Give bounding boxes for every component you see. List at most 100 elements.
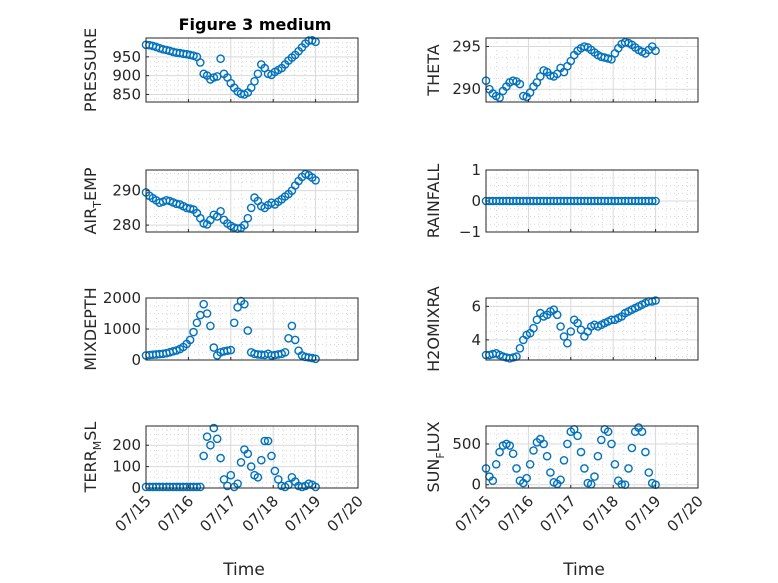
y-axis-label: H2OMIXRA <box>424 286 443 372</box>
y-label-text: TERR <box>81 450 100 493</box>
data-point <box>199 451 208 461</box>
y-label-text: EMP <box>81 167 100 201</box>
data-point <box>566 327 576 336</box>
data-point <box>603 427 613 437</box>
x-axis-label: Time <box>562 560 605 580</box>
data-point <box>508 449 518 459</box>
data-point <box>515 343 525 353</box>
y-axis-label: PRESSURE <box>81 28 100 112</box>
data-point <box>311 175 320 185</box>
data-point <box>529 323 538 333</box>
data-point <box>233 479 242 489</box>
data-point <box>209 423 219 433</box>
data-point <box>290 335 300 345</box>
data-point <box>491 459 501 469</box>
data-point <box>576 447 586 457</box>
data-point <box>515 79 525 89</box>
y-label-text: MIXDEPTH <box>81 287 100 370</box>
data-point <box>209 343 219 352</box>
data-point <box>603 54 613 63</box>
axes-frame <box>145 169 359 233</box>
y-tick-label: 1000 <box>103 320 141 338</box>
data-point <box>495 447 504 457</box>
y-tick-label: 950 <box>112 48 141 66</box>
data-point <box>250 77 259 86</box>
data-point <box>573 318 582 328</box>
data-point <box>202 309 212 318</box>
subplot-6: 4 6 H2OMIXRA <box>424 286 699 372</box>
data-point <box>610 459 620 469</box>
x-axis-label: Time <box>222 560 265 580</box>
data-point <box>529 446 538 455</box>
data-point <box>508 353 518 362</box>
data-point <box>508 76 518 85</box>
data-point <box>573 431 582 441</box>
data-point <box>525 459 535 469</box>
data-point <box>216 206 225 216</box>
data-point <box>202 432 212 442</box>
y-tick-label: 280 <box>112 216 141 234</box>
data-point <box>195 58 205 67</box>
data-point <box>624 464 633 473</box>
y-tick-label: 290 <box>452 80 481 98</box>
axes-frame <box>485 37 699 103</box>
data-point <box>519 91 528 101</box>
y-label-text: H2OMIXRA <box>424 286 443 372</box>
y-tick-label: 0 <box>471 476 481 494</box>
data-point <box>311 354 320 364</box>
axes-frame <box>485 425 699 489</box>
data-point <box>243 449 253 459</box>
y-tick-label: 0 <box>131 351 141 369</box>
y-label-text: THETA <box>424 44 443 96</box>
axes-frame <box>485 297 699 361</box>
data-point <box>590 472 599 481</box>
data-point <box>223 346 232 356</box>
data-point <box>651 296 660 305</box>
data-point <box>243 326 253 335</box>
y-tick-label: 295 <box>452 38 481 56</box>
data-point <box>236 457 246 467</box>
data-point <box>240 220 249 230</box>
y-tick-label: 200 <box>112 436 141 454</box>
y-label-subscript: F <box>434 452 447 458</box>
data-point <box>311 482 320 492</box>
y-tick-label: 0 <box>131 479 141 497</box>
data-point <box>246 83 256 92</box>
data-point <box>556 475 565 485</box>
y-tick-label: 290 <box>112 182 141 200</box>
subplot-3: 280 290 AIRTEMP <box>81 167 359 235</box>
data-point <box>287 321 297 331</box>
data-point <box>206 440 215 450</box>
y-axis-label: RAINFALL <box>424 164 443 239</box>
data-point <box>651 196 660 206</box>
data-point <box>199 299 208 309</box>
data-point <box>226 345 236 355</box>
data-point <box>637 427 647 437</box>
data-point <box>488 476 498 486</box>
subplot-2: 290 295 THETA <box>424 37 699 103</box>
data-point <box>246 203 256 213</box>
y-label-text: AIR <box>81 208 100 235</box>
data-point <box>552 310 562 320</box>
y-label-text: SL <box>81 422 100 441</box>
y-tick-label: 100 <box>112 458 141 476</box>
data-point <box>219 475 229 484</box>
data-point <box>270 466 280 476</box>
figure-title: Figure 3 medium <box>179 15 332 34</box>
data-point <box>226 470 236 480</box>
y-tick-label: 850 <box>112 85 141 103</box>
data-point <box>267 451 276 461</box>
data-point <box>644 468 654 477</box>
data-point <box>216 54 225 64</box>
data-point <box>563 439 572 449</box>
data-point <box>580 464 589 473</box>
data-point <box>216 453 225 463</box>
y-label-subscript: T <box>91 201 104 209</box>
y-axis-label: SUNFLUX <box>424 421 447 492</box>
data-point <box>556 322 565 331</box>
y-axis-label: THETA <box>424 44 443 96</box>
data-point <box>522 473 532 483</box>
